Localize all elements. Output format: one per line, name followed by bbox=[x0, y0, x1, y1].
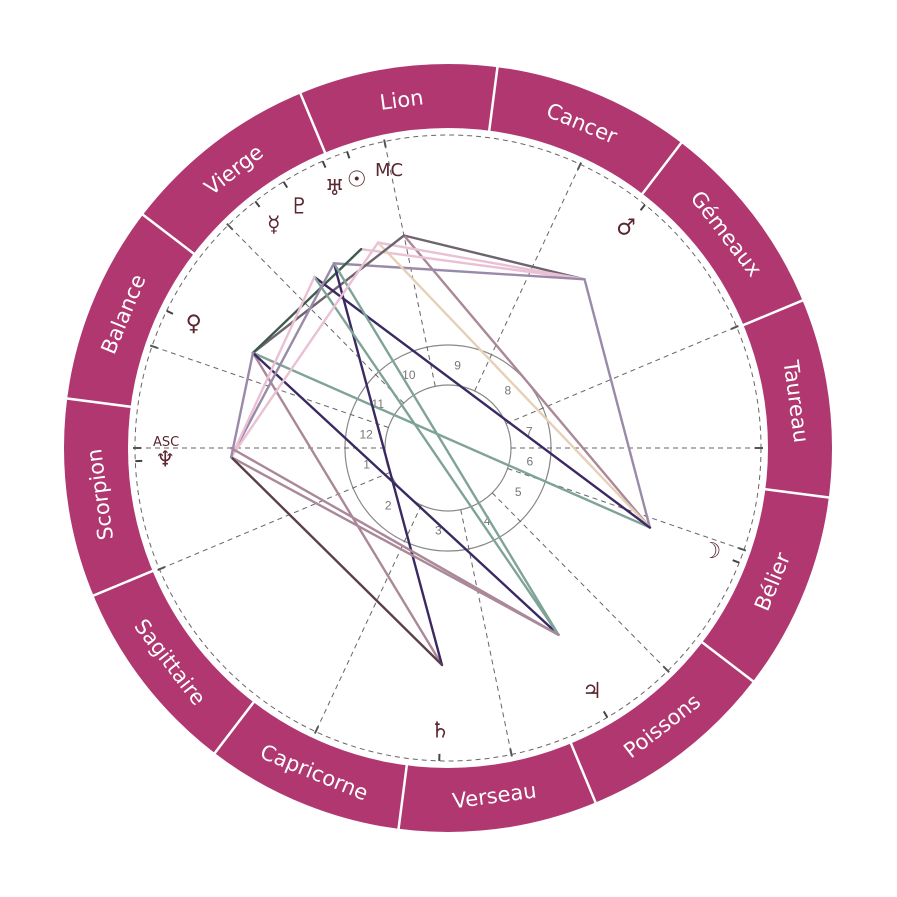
aspect-venus-mc bbox=[251, 234, 406, 355]
mars-icon: ♂ bbox=[616, 216, 636, 241]
uranus-icon: ♅ bbox=[325, 176, 345, 201]
aspect-venus-saturn bbox=[251, 351, 444, 667]
sign-divider bbox=[66, 397, 132, 409]
house-number: 10 bbox=[402, 368, 416, 382]
aspect-mercury-moon bbox=[313, 275, 652, 529]
aspect-venus-uranus bbox=[251, 247, 363, 355]
house-cusp-line bbox=[505, 326, 737, 425]
saturn-icon: ♄ bbox=[430, 718, 450, 743]
cusp-tick bbox=[226, 223, 234, 231]
aspect-mc-moon bbox=[402, 234, 652, 529]
mc-label: MC bbox=[375, 160, 403, 181]
aspect-neptune-saturn bbox=[229, 455, 444, 667]
house-cusp-line bbox=[315, 504, 422, 732]
house-number: 1 bbox=[363, 457, 370, 471]
aspect-mercury-jupiter bbox=[313, 275, 560, 636]
aspect-pluto-jupiter bbox=[332, 262, 560, 636]
sign-label-4: Lion bbox=[378, 85, 424, 115]
house-cusp-line bbox=[227, 224, 405, 404]
aspect-neptune-sun bbox=[229, 241, 380, 459]
cusp-tick bbox=[509, 748, 513, 757]
aspect-venus-neptune bbox=[229, 351, 255, 459]
sign-divider bbox=[397, 764, 409, 830]
mars-tick bbox=[639, 204, 646, 211]
aspect-mars-moon bbox=[583, 278, 652, 529]
mercury-tick bbox=[254, 200, 261, 208]
aspect-venus-moon bbox=[251, 351, 652, 529]
aspect-lines bbox=[229, 234, 652, 667]
sun-icon: ☉ bbox=[347, 168, 367, 193]
planet-glyphs: ☉♅ ♇ ☿ ♀ ♆ ♂ ☽ ♃ ♄ bbox=[135, 151, 740, 761]
sign-divider bbox=[764, 487, 830, 499]
house-number: 8 bbox=[504, 383, 511, 397]
house-number: 2 bbox=[385, 499, 392, 513]
sign-divider bbox=[298, 92, 327, 154]
aspect-mc-mars bbox=[402, 234, 586, 281]
house-cusp-line bbox=[384, 141, 436, 387]
cusp-tick bbox=[157, 566, 166, 571]
house-cusp-line bbox=[474, 164, 581, 392]
cusp-tick bbox=[730, 325, 739, 330]
uranus-tick bbox=[321, 160, 327, 168]
house-number: 5 bbox=[515, 485, 522, 499]
cusp-tick bbox=[149, 344, 159, 349]
house-number: 6 bbox=[527, 455, 534, 469]
moon-icon: ☽ bbox=[701, 539, 721, 564]
zodiac-ring: BélierTaureauGémeauxCancerLionViergeBala… bbox=[64, 64, 832, 832]
house-number: 3 bbox=[435, 523, 442, 537]
house-cusp-line bbox=[159, 471, 391, 570]
sign-divider bbox=[640, 141, 683, 196]
house-number: 4 bbox=[484, 514, 491, 528]
aspect-neptune-pluto bbox=[229, 262, 336, 459]
cusp-tick bbox=[576, 162, 583, 171]
house-number: 7 bbox=[526, 425, 533, 439]
aspect-sun-moon bbox=[376, 241, 652, 529]
pluto-tick bbox=[282, 181, 289, 189]
aspect-pluto-saturn bbox=[332, 262, 444, 667]
aspect-neptune-mercury bbox=[229, 275, 316, 459]
cusp-tick bbox=[383, 139, 387, 148]
mercury-icon: ☿ bbox=[267, 212, 281, 237]
sign-divider bbox=[569, 742, 598, 804]
cusp-tick bbox=[662, 665, 670, 673]
sign-divider bbox=[92, 569, 154, 598]
aspect-pluto-mars bbox=[332, 262, 586, 281]
sun-tick bbox=[346, 151, 351, 159]
aspect-uranus-mars bbox=[359, 247, 586, 281]
aspect-asc-jupiter bbox=[229, 446, 560, 636]
moon-tick bbox=[732, 559, 740, 564]
sign-divider bbox=[742, 298, 804, 327]
venus-tick bbox=[166, 309, 174, 315]
asc-label: ASC bbox=[153, 435, 179, 450]
house-cusp-line bbox=[151, 345, 389, 428]
house-cusp-line bbox=[491, 492, 669, 672]
neptune-icon: ♆ bbox=[155, 447, 175, 472]
jupiter-tick bbox=[602, 710, 609, 718]
venus-icon: ♀ bbox=[186, 311, 202, 336]
cusp-tick bbox=[737, 547, 747, 552]
sign-divider bbox=[141, 213, 196, 256]
aspect-sun-mars bbox=[376, 241, 586, 281]
house-number: 9 bbox=[454, 359, 461, 373]
house-cusp-line bbox=[460, 509, 512, 755]
cusp-tick bbox=[313, 725, 320, 734]
aspect-neptune-jupiter bbox=[229, 455, 560, 636]
sign-divider bbox=[700, 640, 755, 683]
jupiter-icon: ♃ bbox=[582, 679, 602, 704]
sign-divider bbox=[487, 66, 499, 132]
sign-divider bbox=[213, 700, 256, 755]
zodiac-band bbox=[64, 64, 832, 832]
aspect-venus-jupiter bbox=[251, 351, 560, 636]
house-cusp-line bbox=[507, 468, 745, 551]
pluto-icon: ♇ bbox=[289, 195, 309, 220]
house-number: 12 bbox=[359, 427, 373, 441]
